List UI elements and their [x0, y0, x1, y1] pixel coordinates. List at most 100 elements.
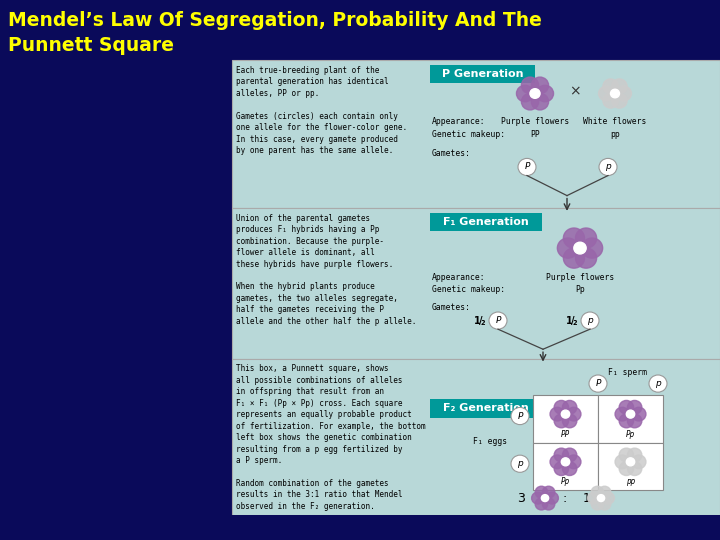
Circle shape — [563, 248, 585, 268]
Text: p: p — [655, 379, 661, 388]
Text: P: P — [495, 316, 500, 325]
Circle shape — [567, 407, 581, 421]
Text: p: p — [587, 316, 593, 325]
Text: Pp: Pp — [561, 477, 570, 487]
Text: F₁ eggs: F₁ eggs — [473, 437, 507, 446]
Text: $\mathbf{1\!/\!_2}$: $\mathbf{1\!/\!_2}$ — [564, 314, 578, 327]
Circle shape — [521, 77, 539, 93]
Text: Purple flowers
Pp: Purple flowers Pp — [546, 273, 614, 294]
Circle shape — [489, 312, 507, 329]
Circle shape — [541, 495, 549, 502]
Circle shape — [626, 458, 635, 466]
Circle shape — [631, 407, 646, 421]
Circle shape — [615, 407, 629, 421]
Text: Gametes:: Gametes: — [432, 149, 471, 158]
Text: 1: 1 — [583, 491, 591, 504]
Circle shape — [598, 498, 611, 510]
Text: F₂ Generation: F₂ Generation — [443, 403, 529, 414]
Text: F₁ Generation: F₁ Generation — [443, 217, 529, 227]
Circle shape — [602, 492, 614, 504]
Circle shape — [550, 455, 564, 469]
Circle shape — [616, 86, 631, 101]
Text: Purple flowers
PP: Purple flowers PP — [501, 117, 569, 139]
Text: Punnett Square: Punnett Square — [8, 36, 174, 55]
Circle shape — [536, 85, 554, 102]
Circle shape — [631, 455, 646, 469]
Circle shape — [619, 448, 634, 462]
Circle shape — [535, 498, 548, 510]
Circle shape — [591, 486, 603, 498]
Circle shape — [531, 93, 549, 110]
FancyBboxPatch shape — [533, 443, 598, 490]
Text: $\mathbf{1\!/\!_2}$: $\mathbf{1\!/\!_2}$ — [473, 314, 486, 327]
Circle shape — [562, 401, 577, 414]
FancyBboxPatch shape — [232, 60, 720, 208]
Circle shape — [626, 410, 635, 418]
FancyBboxPatch shape — [232, 208, 720, 359]
Circle shape — [589, 375, 607, 392]
FancyBboxPatch shape — [598, 395, 663, 443]
Circle shape — [546, 492, 559, 504]
Circle shape — [531, 77, 549, 93]
Circle shape — [562, 458, 570, 466]
Circle shape — [603, 93, 618, 108]
Text: :: : — [563, 491, 567, 504]
Text: Appearance:
Genetic makeup:: Appearance: Genetic makeup: — [432, 117, 505, 139]
Text: ×: × — [570, 85, 581, 99]
Circle shape — [511, 408, 529, 424]
Circle shape — [591, 498, 603, 510]
Text: pp: pp — [626, 477, 635, 487]
Text: p: p — [605, 163, 611, 172]
FancyBboxPatch shape — [232, 359, 720, 515]
Circle shape — [603, 79, 618, 93]
FancyBboxPatch shape — [430, 65, 535, 83]
Circle shape — [554, 401, 569, 414]
Circle shape — [627, 448, 642, 462]
Circle shape — [531, 492, 544, 504]
Circle shape — [598, 486, 611, 498]
Circle shape — [575, 248, 597, 268]
Circle shape — [554, 462, 569, 476]
Circle shape — [575, 228, 597, 248]
Text: Gametes:: Gametes: — [432, 303, 471, 313]
Text: White flowers
pp: White flowers pp — [583, 117, 647, 139]
FancyBboxPatch shape — [533, 395, 598, 443]
Circle shape — [599, 158, 617, 176]
Text: Pp: Pp — [626, 430, 635, 438]
Circle shape — [562, 448, 577, 462]
Text: This box, a Punnett square, shows
all possible combinations of alleles
in offspr: This box, a Punnett square, shows all po… — [236, 364, 426, 511]
Text: Appearance:
Genetic makeup:: Appearance: Genetic makeup: — [432, 273, 505, 294]
Circle shape — [582, 238, 603, 258]
Circle shape — [612, 93, 627, 108]
Circle shape — [567, 455, 581, 469]
Circle shape — [542, 498, 555, 510]
Text: F₁ sperm: F₁ sperm — [608, 368, 647, 377]
Text: PP: PP — [561, 430, 570, 438]
Circle shape — [521, 93, 539, 110]
Circle shape — [511, 455, 529, 472]
Circle shape — [619, 462, 634, 476]
Circle shape — [649, 375, 667, 392]
Circle shape — [627, 414, 642, 428]
Text: Mendel’s Law Of Segregation, Probability And The: Mendel’s Law Of Segregation, Probability… — [8, 11, 542, 30]
Circle shape — [554, 414, 569, 428]
Text: P: P — [517, 411, 523, 421]
Circle shape — [627, 462, 642, 476]
FancyBboxPatch shape — [430, 399, 542, 418]
Circle shape — [518, 158, 536, 176]
Circle shape — [611, 89, 619, 98]
Circle shape — [563, 228, 585, 248]
Circle shape — [588, 492, 600, 504]
Circle shape — [612, 79, 627, 93]
Circle shape — [562, 462, 577, 476]
FancyBboxPatch shape — [598, 443, 663, 490]
Circle shape — [581, 312, 599, 329]
Circle shape — [542, 486, 555, 498]
Text: P: P — [524, 163, 530, 172]
Text: P Generation: P Generation — [442, 69, 523, 79]
Circle shape — [516, 85, 534, 102]
Circle shape — [550, 407, 564, 421]
FancyBboxPatch shape — [430, 213, 542, 231]
Circle shape — [619, 401, 634, 414]
Text: P: P — [595, 379, 600, 388]
